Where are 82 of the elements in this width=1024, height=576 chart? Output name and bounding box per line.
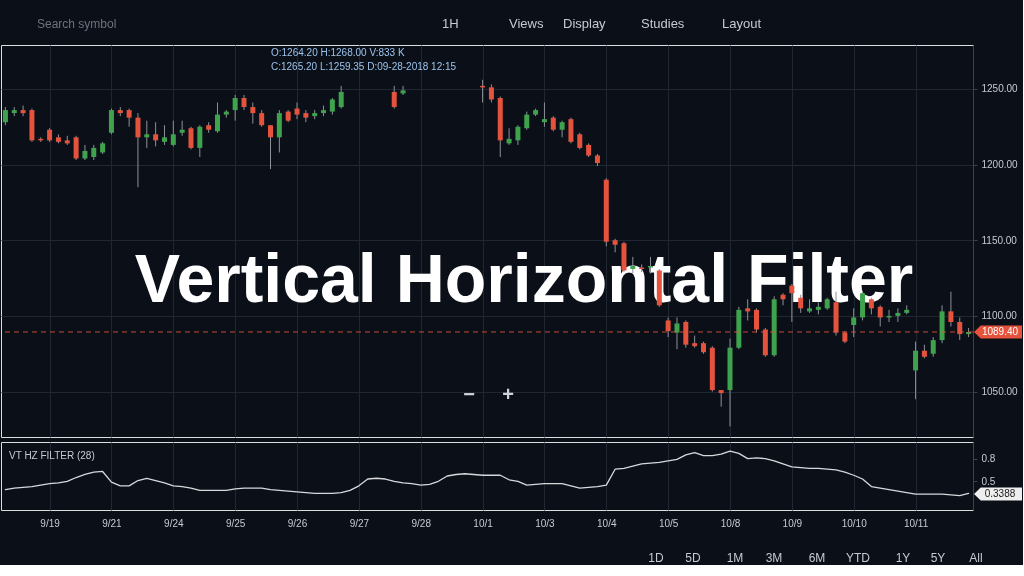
candlestick xyxy=(268,124,274,170)
text: 6M xyxy=(808,551,826,565)
x-tick-label: 10/9 xyxy=(782,517,803,529)
y-tick-label: 0.5 xyxy=(981,475,996,487)
y-tick-label: 1050.00 xyxy=(981,386,1019,398)
y-tick-label: 1150.00 xyxy=(981,234,1018,246)
ref-line-label: 1089.40 xyxy=(981,325,1019,337)
text: 5D xyxy=(685,551,701,565)
candlestick xyxy=(73,135,79,161)
candlestick xyxy=(153,121,159,147)
candlestick xyxy=(170,120,176,147)
y-tick-label: 1250.00 xyxy=(981,83,1019,95)
text: Search symbol xyxy=(37,17,117,31)
candlestick xyxy=(568,117,574,144)
candlestick xyxy=(108,108,114,135)
text: Display xyxy=(563,16,607,31)
y-tick-label: 1100.00 xyxy=(981,310,1018,322)
x-tick-label: 9/19 xyxy=(40,517,61,529)
candlestick xyxy=(488,83,494,104)
x-tick-label: 10/4 xyxy=(597,517,617,529)
text: VT HZ FILTER (28) xyxy=(9,450,95,461)
candlestick xyxy=(524,111,530,131)
x-tick-label: 10/10 xyxy=(841,517,868,529)
candlestick xyxy=(391,85,397,110)
candlestick xyxy=(232,94,238,122)
candlestick xyxy=(515,124,521,146)
candlestick xyxy=(294,102,300,120)
candlestick xyxy=(82,144,88,161)
candlestick xyxy=(930,336,936,358)
candlestick xyxy=(2,106,8,126)
x-tick-label: 9/24 xyxy=(164,517,184,529)
x-tick-label: 10/8 xyxy=(720,517,741,529)
x-tick-label: 9/25 xyxy=(225,517,246,529)
candlestick xyxy=(20,105,26,117)
x-tick-label: 9/27 xyxy=(349,517,370,529)
candlestick xyxy=(745,298,751,321)
candlestick xyxy=(250,102,256,125)
candlestick xyxy=(338,85,344,110)
candlestick xyxy=(135,112,141,188)
x-tick-label: 10/5 xyxy=(658,517,679,529)
text: 1D xyxy=(648,551,664,565)
x-tick-label: 9/21 xyxy=(102,517,123,529)
candlestick xyxy=(303,109,309,123)
candlestick xyxy=(948,291,954,328)
x-tick-label: 10/3 xyxy=(535,517,556,529)
candlestick xyxy=(144,120,150,149)
y-tick-label: 1200.00 xyxy=(981,159,1019,171)
annotation: C:1265.20 L:1259.35 D:09-28-2018 12:15 xyxy=(271,61,457,72)
text: YTD xyxy=(846,551,871,565)
x-tick-label: 10/1 xyxy=(473,517,494,529)
candlestick xyxy=(559,120,565,138)
text: 1Y xyxy=(895,551,911,565)
candlestick xyxy=(541,102,547,128)
text: 1H xyxy=(442,16,459,31)
candlestick xyxy=(913,341,919,400)
candlestick xyxy=(179,120,185,137)
candlestick xyxy=(674,316,680,350)
x-tick-label: 10/11 xyxy=(903,517,929,529)
text: Studies xyxy=(641,16,685,31)
line-series xyxy=(4,450,970,497)
candlestick xyxy=(161,124,167,146)
y-tick-label: 0.8 xyxy=(981,453,996,465)
candlestick xyxy=(895,307,901,323)
candlestick xyxy=(214,102,220,134)
candlestick xyxy=(126,108,132,128)
annotation: + xyxy=(502,383,514,405)
candlestick xyxy=(877,304,883,328)
text: 0.3388 xyxy=(984,488,1016,499)
annotation: − xyxy=(463,383,475,405)
candlestick xyxy=(851,307,857,338)
text: Layout xyxy=(722,16,762,31)
candlestick xyxy=(400,85,406,96)
x-tick-label: 9/28 xyxy=(411,517,432,529)
x-tick-label: 9/26 xyxy=(287,517,308,529)
text: 1M xyxy=(726,551,744,565)
text: All xyxy=(969,551,983,565)
text: 5Y xyxy=(930,551,946,565)
annotation: O:1264.20 H:1268.00 V:833 K xyxy=(271,47,405,58)
text: 3M xyxy=(765,551,783,565)
text: Views xyxy=(509,16,544,31)
candlestick xyxy=(197,124,203,158)
candlestick xyxy=(188,126,194,150)
